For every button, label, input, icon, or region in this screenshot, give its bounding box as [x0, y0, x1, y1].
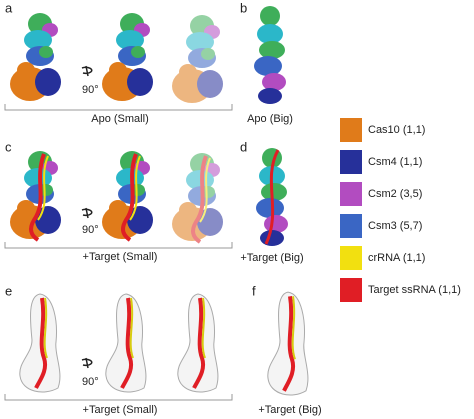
- panel-label: c: [5, 139, 12, 154]
- legend-swatch: [340, 278, 362, 302]
- legend-swatch: [340, 150, 362, 174]
- structure: [172, 153, 223, 242]
- rotation-label: 90°: [82, 84, 99, 96]
- structure: [254, 6, 286, 104]
- legend-label: Cas10 (1,1): [368, 124, 425, 136]
- structure: [102, 151, 153, 240]
- rotation-label: 90°: [82, 376, 99, 388]
- caption: +Target (Small): [83, 251, 158, 263]
- legend-label: Target ssRNA (1,1): [368, 284, 461, 296]
- rotation-label: 90°: [82, 224, 99, 236]
- density: [268, 292, 308, 395]
- structure: [10, 13, 61, 101]
- bracket: [4, 242, 233, 249]
- legend-label: Csm2 (3,5): [368, 188, 422, 200]
- panel-label: f: [252, 283, 256, 298]
- bracket: [4, 394, 233, 401]
- caption: Apo (Big): [247, 113, 293, 125]
- structure: [10, 151, 61, 240]
- legend-swatch: [340, 182, 362, 206]
- legend-swatch: [340, 214, 362, 238]
- density: [103, 292, 148, 394]
- structure: [172, 15, 223, 103]
- panel-label: e: [5, 283, 12, 298]
- bracket: [4, 104, 233, 111]
- density: [175, 292, 220, 394]
- caption: +Target (Big): [258, 404, 321, 416]
- panel-label: d: [240, 139, 247, 154]
- legend-swatch: [340, 246, 362, 270]
- legend-label: Csm4 (1,1): [368, 156, 422, 168]
- caption: Apo (Small): [91, 113, 148, 125]
- rotation-icon: [81, 65, 93, 77]
- rna: [264, 149, 280, 245]
- density: [17, 292, 62, 394]
- legend: Cas10 (1,1) Csm4 (1,1) Csm2 (3,5) Csm3 (5,7…: [340, 118, 461, 302]
- legend-label: crRNA (1,1): [368, 252, 425, 264]
- rotation-icon: [81, 207, 93, 219]
- panel-label: a: [5, 0, 13, 15]
- panel-label: b: [240, 0, 247, 15]
- caption: +Target (Small): [83, 404, 158, 416]
- caption: +Target (Big): [240, 252, 303, 264]
- legend-swatch: [340, 118, 362, 142]
- structure: [102, 13, 153, 101]
- legend-label: Csm3 (5,7): [368, 220, 422, 232]
- rotation-icon: [81, 357, 93, 369]
